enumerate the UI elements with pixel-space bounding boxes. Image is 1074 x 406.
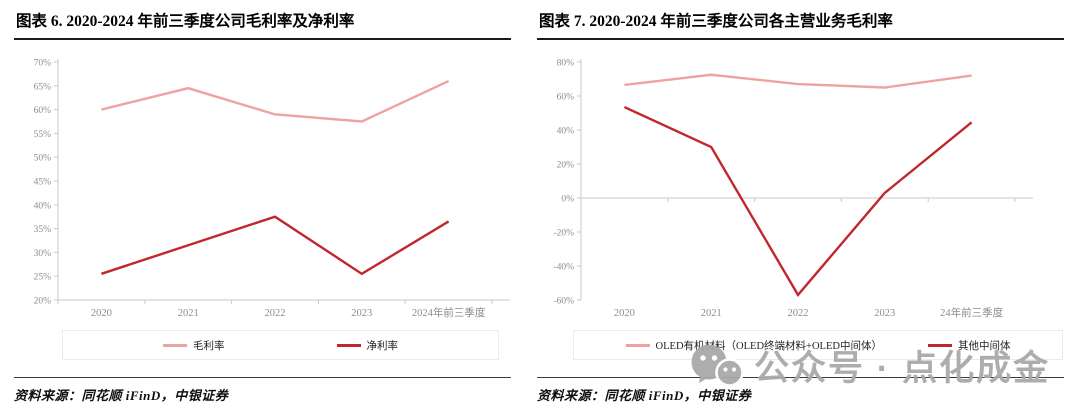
svg-text:-20%: -20% <box>553 229 574 239</box>
other-intermediates-line-swatch <box>927 343 952 347</box>
svg-text:2022: 2022 <box>788 308 809 319</box>
oled-materials-line-swatch <box>625 343 650 347</box>
figure-6-chart: 20% 25% 30% 35% 40% 45% 50% 55% 60% 65% 70% 2020 202… <box>34 59 510 319</box>
svg-text:20%: 20% <box>34 297 52 307</box>
svg-text:2024年前三季度: 2024年前三季度 <box>412 306 486 319</box>
svg-text:0%: 0% <box>561 195 574 205</box>
legend-item-gross-margin: 毛利率 <box>163 338 225 353</box>
svg-text:2023: 2023 <box>351 308 372 319</box>
legend-item-other-intermediates: 其他中间体 <box>927 338 1011 353</box>
svg-text:40%: 40% <box>557 127 575 137</box>
svg-text:80%: 80% <box>557 59 575 69</box>
svg-text:20%: 20% <box>557 161 575 171</box>
net-margin-line-swatch <box>336 343 361 347</box>
figure-6-legend: 毛利率 净利率 <box>62 330 499 360</box>
svg-text:2022: 2022 <box>265 308 286 319</box>
figure-7-source: 资料来源：同花顺 iFinD，中银证券 <box>537 377 1064 405</box>
figure-6-source: 资料来源：同花顺 iFinD，中银证券 <box>14 377 511 405</box>
gross-margin-line-swatch <box>163 343 187 347</box>
svg-text:2020: 2020 <box>91 308 112 319</box>
svg-text:60%: 60% <box>34 106 52 116</box>
figure-6-panel: 图表 6. 2020-2024 年前三季度公司毛利率及净利率 20% 25% 30%… <box>14 10 511 405</box>
svg-text:-60%: -60% <box>553 297 574 307</box>
svg-text:2020: 2020 <box>614 308 635 319</box>
svg-text:55%: 55% <box>34 130 52 140</box>
svg-text:35%: 35% <box>34 225 52 235</box>
svg-text:40%: 40% <box>34 201 52 211</box>
svg-text:70%: 70% <box>34 59 52 69</box>
svg-text:30%: 30% <box>34 249 52 259</box>
legend-item-oled-materials: OLED有机材料（OLED终端材料+OLED中间体） <box>625 338 882 353</box>
figure-7-source-text: 资料来源：同花顺 iFinD，中银证券 <box>537 388 752 403</box>
svg-text:2021: 2021 <box>701 308 722 319</box>
figure-7-panel: 图表 7. 2020-2024 年前三季度公司各主营业务毛利率 -60% -40%… <box>537 10 1064 405</box>
figure-7-legend: OLED有机材料（OLED终端材料+OLED中间体） 其他中间体 <box>573 330 1063 360</box>
svg-text:60%: 60% <box>557 93 575 103</box>
svg-text:-40%: -40% <box>553 263 574 273</box>
svg-text:25%: 25% <box>34 273 52 283</box>
svg-text:24年前三季度: 24年前三季度 <box>940 306 1003 319</box>
svg-text:65%: 65% <box>34 82 52 92</box>
svg-text:2021: 2021 <box>178 308 199 319</box>
other-intermediates-legend-label: 其他中间体 <box>957 340 1011 352</box>
svg-text:45%: 45% <box>34 178 52 188</box>
net-margin-legend-label: 净利率 <box>366 340 399 352</box>
figure-6-title: 图表 6. 2020-2024 年前三季度公司毛利率及净利率 <box>14 10 511 40</box>
oled-materials-legend-label: OLED有机材料（OLED终端材料+OLED中间体） <box>655 340 882 352</box>
svg-text:2023: 2023 <box>874 308 895 319</box>
figure-6-source-text: 资料来源：同花顺 iFinD，中银证券 <box>14 388 229 403</box>
legend-item-net-margin: 净利率 <box>336 338 399 353</box>
svg-text:50%: 50% <box>34 154 52 164</box>
gross-margin-legend-label: 毛利率 <box>193 340 225 352</box>
figure-7-title: 图表 7. 2020-2024 年前三季度公司各主营业务毛利率 <box>537 10 1064 40</box>
figure-7-chart: -60% -40% -20% 0% 20% 40% 60% 80% 2020 2021 2022 20… <box>553 59 1033 319</box>
